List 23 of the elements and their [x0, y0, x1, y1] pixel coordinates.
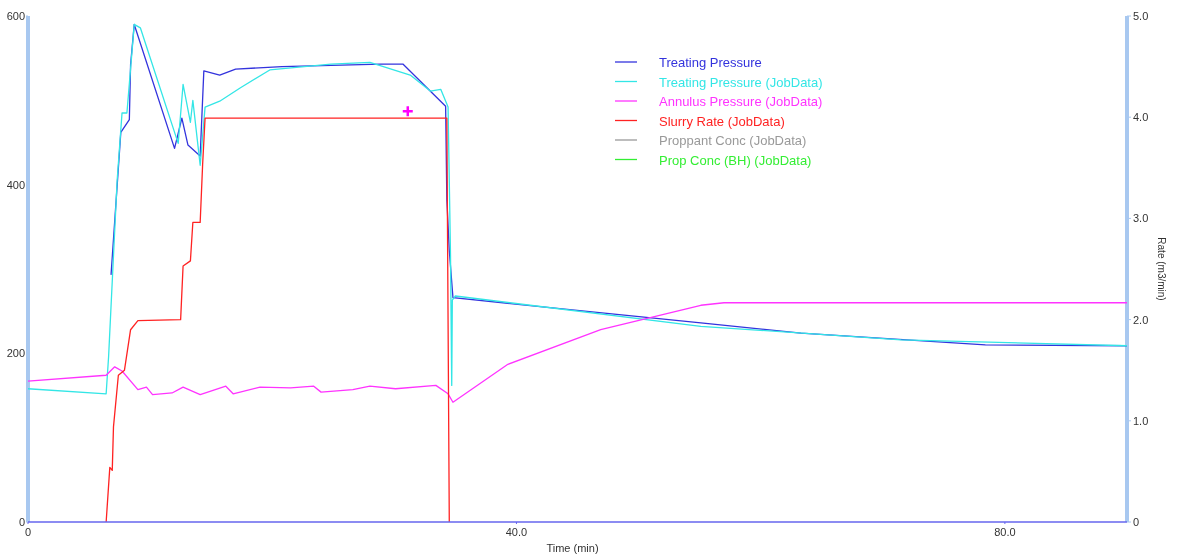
legend-label: Slurry Rate (JobData) — [659, 113, 785, 129]
y-tick-label: 600 — [6, 10, 25, 22]
x-tick-label: 80.0 — [994, 526, 1016, 538]
y-tick-label: 200 — [6, 347, 25, 360]
line-series — [27, 23, 1128, 395]
legend-label: Annulus Pressure (JobData) — [659, 94, 823, 109]
legend-label: Proppant Conc (JobData) — [659, 133, 807, 148]
y2-tick-label: 4.0 — [1133, 111, 1149, 124]
y2-tick-label: 5.0 — [1133, 10, 1149, 22]
y2-tick-label: 1.0 — [1133, 414, 1149, 427]
y2-tick-label: 0 — [1133, 516, 1140, 528]
y2-tick-label: 2.0 — [1133, 313, 1149, 326]
y2-axis-title: Rate (m3/min) — [1156, 237, 1167, 301]
y-tick-label: 0 — [18, 516, 25, 528]
line-series — [27, 302, 1128, 403]
legend-label: Treating Pressure (JobData) — [659, 74, 823, 90]
y-tick-label: 400 — [6, 178, 25, 191]
legend-label: Prop Conc (BH) (JobData) — [659, 152, 812, 168]
y2-tick-label: 3.0 — [1133, 212, 1149, 225]
legend-label: Treating Pressure — [659, 55, 762, 70]
line-series — [105, 117, 450, 523]
x-tick-label: 40.0 — [505, 526, 528, 538]
x-axis-title: Time (min) — [546, 542, 599, 554]
